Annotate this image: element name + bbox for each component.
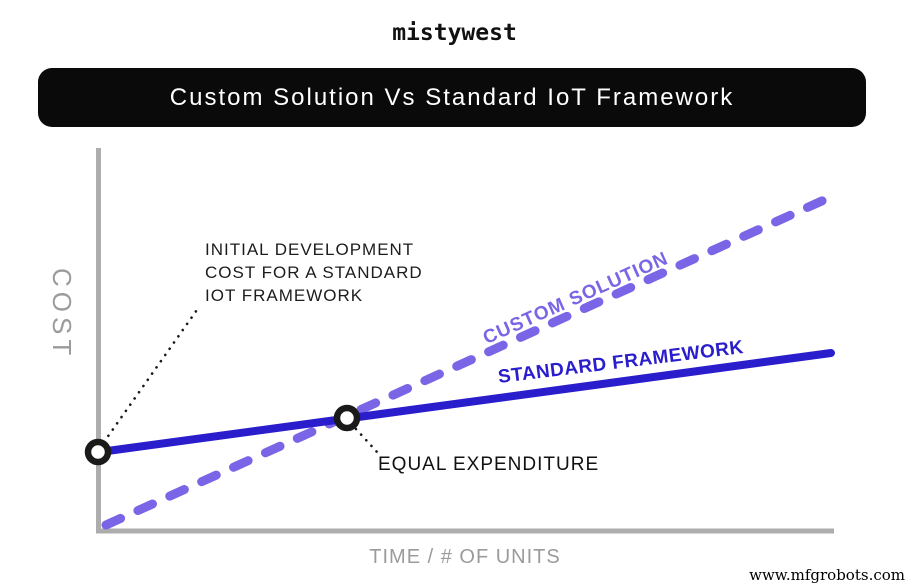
page-title: Custom Solution Vs Standard IoT Framewor… xyxy=(169,83,735,111)
equal-expenditure-marker xyxy=(333,404,361,432)
equal-expenditure-label: EQUAL EXPENDITURE xyxy=(378,454,600,475)
watermark-url: www.mfgrobots.com xyxy=(749,566,905,584)
initial-cost-annotation-line-1: INITIAL DEVELOPMENT xyxy=(205,240,415,259)
custom-solution-line xyxy=(101,190,840,530)
cost-axis-label: COST xyxy=(47,268,77,361)
time-axis-label: TIME / # OF UNITS xyxy=(369,546,561,568)
title-banner: Custom Solution Vs Standard IoT Framewor… xyxy=(38,68,866,127)
initial-cost-annotation-line-2: COST FOR A STANDARD xyxy=(205,263,423,282)
initial-cost-leader-line xyxy=(102,305,201,444)
mistywest-logo: mistywest xyxy=(392,20,517,46)
initial-cost-annotation-line-3: IOT FRAMEWORK xyxy=(205,286,364,305)
equal-expenditure-leader-line xyxy=(354,427,379,454)
initial-cost-marker xyxy=(84,438,112,466)
standard-framework-line xyxy=(96,349,835,456)
initial-cost-annotation: INITIAL DEVELOPMENT COST FOR A STANDARD … xyxy=(205,238,423,307)
